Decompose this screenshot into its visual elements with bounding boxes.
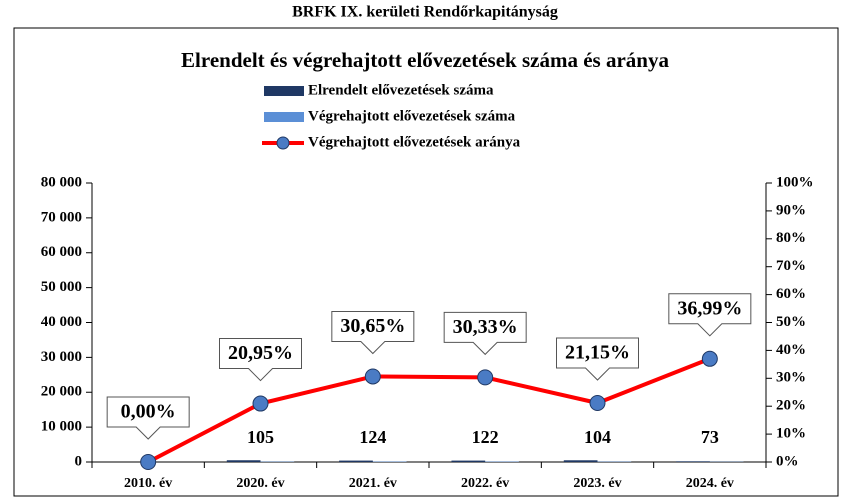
legend-label: Végrehajtott elővezetések aránya — [308, 134, 521, 150]
point-label: 0,00% — [121, 401, 176, 423]
point-label: 30,33% — [453, 316, 518, 338]
legend-swatch — [264, 86, 304, 96]
point-label: 30,65% — [340, 315, 405, 337]
y-tick-label: 80 000 — [41, 174, 82, 190]
legend-label: Végrehajtott elővezetések száma — [308, 108, 516, 124]
y-tick-label: 30 000 — [41, 349, 82, 365]
bar-label: 122 — [472, 427, 499, 447]
bar-label: 104 — [584, 427, 611, 447]
line-marker — [701, 350, 718, 367]
bar — [226, 460, 261, 462]
y2-tick-label: 0% — [776, 453, 799, 469]
y-tick-label: 40 000 — [41, 314, 82, 330]
x-tick-label: 2023. év — [573, 476, 621, 491]
legend-label: Elrendelt elővezetések száma — [308, 82, 494, 98]
header: BRFK IX. kerületi Rendőrkapitányság — [292, 4, 558, 21]
line-marker — [589, 394, 606, 411]
x-tick-label: 2022. év — [461, 476, 509, 491]
line-marker — [364, 368, 381, 385]
point-label: 20,95% — [228, 342, 293, 364]
y-tick-label: 60 000 — [41, 244, 82, 260]
bar — [451, 460, 486, 462]
y-tick-label: 70 000 — [41, 209, 82, 225]
callout — [106, 396, 190, 440]
y2-tick-label: 50% — [776, 314, 806, 330]
point-label: 36,99% — [677, 297, 742, 319]
y2-tick-label: 40% — [776, 342, 806, 358]
y2-tick-label: 70% — [776, 258, 806, 274]
y-tick-label: 10 000 — [41, 419, 82, 435]
callout — [219, 338, 302, 382]
x-tick-label: 2010. év — [124, 476, 172, 491]
x-tick-label: 2020. év — [236, 476, 284, 491]
bar — [676, 461, 710, 462]
callout — [443, 311, 527, 356]
callout — [668, 293, 752, 337]
y2-tick-label: 90% — [776, 202, 806, 218]
line-marker — [252, 395, 269, 412]
bar-label: 105 — [247, 427, 274, 447]
point-label: 21,15% — [565, 342, 630, 364]
y-tick-label: 50 000 — [41, 279, 82, 295]
bar-label: 73 — [701, 427, 719, 447]
bar — [563, 460, 598, 462]
legend-marker — [276, 136, 290, 150]
bar — [339, 460, 373, 462]
legend-swatch — [264, 112, 304, 122]
x-tick-label: 2021. év — [349, 476, 397, 491]
callout — [556, 337, 639, 381]
bar-label: 124 — [359, 427, 386, 447]
y2-tick-label: 10% — [776, 426, 806, 442]
y2-tick-label: 30% — [776, 370, 806, 386]
chart-title: Elrendelt és végrehajtott elővezetések s… — [181, 48, 669, 72]
line — [147, 356, 711, 464]
y2-tick-label: 60% — [776, 286, 806, 302]
y2-tick-label: 100% — [776, 174, 814, 190]
line-marker — [140, 454, 157, 470]
y-tick-label: 20 000 — [41, 384, 82, 400]
y2-tick-label: 20% — [776, 398, 806, 414]
line-marker — [477, 369, 494, 386]
y-tick-label: 0 — [75, 453, 83, 469]
callout — [331, 310, 415, 355]
y2-tick-label: 80% — [776, 230, 806, 246]
x-tick-label: 2024. év — [686, 476, 734, 491]
